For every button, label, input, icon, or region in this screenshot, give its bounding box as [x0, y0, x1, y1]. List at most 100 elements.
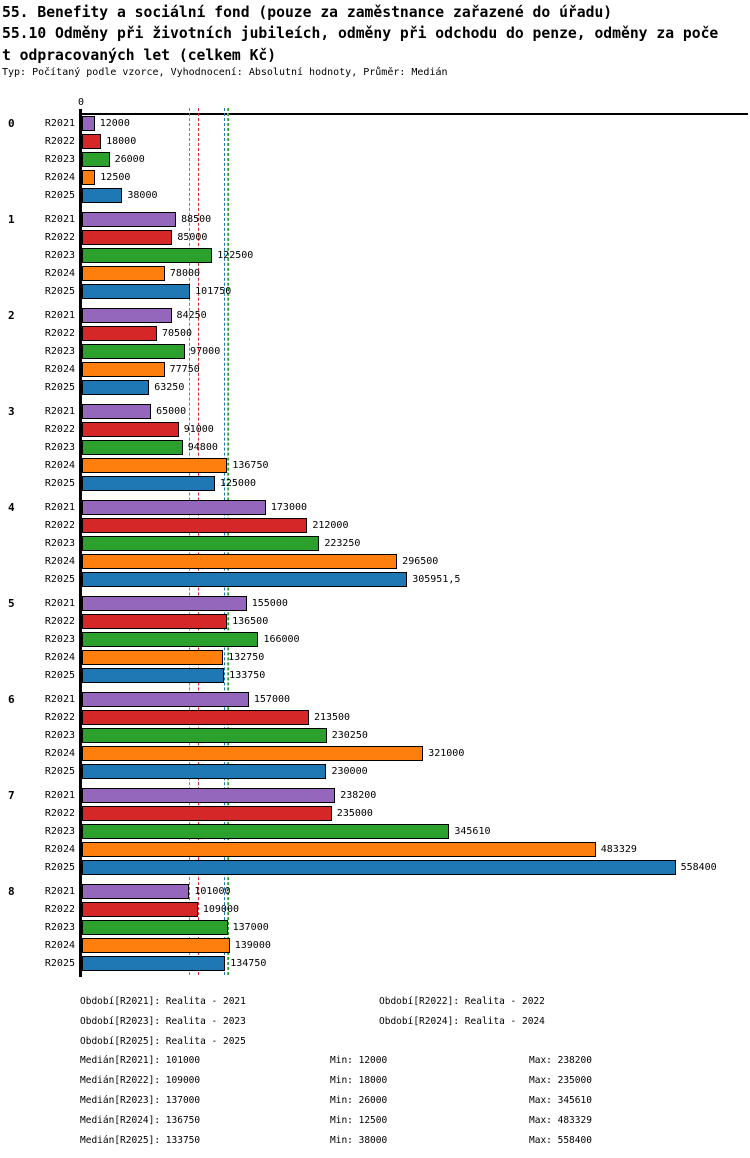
year-label: R2024	[44, 172, 75, 183]
year-label: R2024	[44, 748, 75, 759]
year-label: R2021	[44, 790, 75, 801]
year-label: R2023	[44, 154, 75, 165]
year-label: R2022	[44, 808, 75, 819]
x-axis-line	[81, 113, 748, 115]
bar-r2022	[82, 710, 309, 725]
bar-value-label: 70500	[161, 328, 193, 339]
bar-value-label: 88500	[181, 214, 212, 225]
bar-value-label: 305951,5	[412, 574, 461, 585]
bar-r2025	[82, 572, 408, 587]
bar-value-label: 173000	[270, 502, 308, 513]
year-label: R2024	[44, 652, 75, 663]
legend-min-item: Min: 38000	[330, 1135, 388, 1146]
bar-value-label: 235000	[336, 808, 373, 819]
bar-r2025	[82, 860, 676, 875]
year-label: R2021	[44, 694, 75, 705]
year-label: R2024	[44, 940, 75, 951]
bar-r2024	[82, 746, 424, 761]
bar-r2025	[82, 476, 215, 491]
bar-value-label: 321000	[428, 748, 465, 759]
bar-value-label: 12000	[99, 118, 130, 129]
bar-value-label: 139000	[234, 940, 271, 951]
legend-period-item: Období[R2022]: Realita - 2022	[379, 996, 545, 1007]
bar-r2021	[82, 404, 152, 419]
legend-max-item: Max: 238200	[529, 1055, 592, 1066]
bar-r2025	[82, 956, 226, 971]
bar-value-label: 166000	[263, 634, 300, 645]
year-label: R2023	[44, 442, 75, 453]
bar-value-label: 483329	[600, 844, 637, 855]
year-label: R2021	[44, 502, 75, 513]
legend-max-item: Max: 558400	[529, 1135, 592, 1146]
bar-r2025	[82, 188, 123, 203]
year-label: R2023	[44, 826, 75, 837]
bar-r2023	[82, 536, 320, 551]
year-label: R2021	[44, 118, 75, 129]
bar-group-label: 8	[8, 885, 15, 898]
year-label: R2021	[44, 214, 75, 225]
bar-r2021	[82, 212, 177, 227]
bar-group-label: 1	[8, 213, 15, 226]
bar-r2025	[82, 284, 191, 299]
y-axis-line	[79, 109, 82, 977]
bar-r2021	[82, 788, 336, 803]
year-label: R2022	[44, 136, 75, 147]
bar-value-label: 296500	[402, 556, 439, 567]
bar-r2022	[82, 614, 228, 629]
bar-r2021	[82, 500, 266, 515]
bar-value-label: 134750	[230, 958, 267, 969]
bar-r2021	[82, 308, 172, 323]
year-label: R2023	[44, 250, 75, 261]
bar-value-label: 101750	[195, 286, 232, 297]
chart-subtitle: Typ: Počítaný podle vzorce, Vyhodnocení:…	[2, 67, 448, 78]
year-label: R2023	[44, 922, 75, 933]
bar-value-label: 136500	[232, 616, 269, 627]
bar-r2023	[82, 920, 228, 935]
bar-r2022	[82, 422, 179, 437]
bar-value-label: 78000	[169, 268, 201, 279]
legend-median-item: Medián[R2024]: 136750	[80, 1115, 201, 1126]
year-label: R2023	[44, 634, 75, 645]
bar-value-label: 101000	[194, 886, 231, 897]
bar-r2021	[82, 692, 249, 707]
year-label: R2024	[44, 364, 75, 375]
year-label: R2022	[44, 616, 75, 627]
year-label: R2022	[44, 424, 75, 435]
bar-value-label: 84250	[176, 310, 207, 321]
page-title-line-2: 55.10 Odměny při životních jubileích, od…	[2, 25, 719, 43]
bar-r2022	[82, 230, 173, 245]
legend-min-item: Min: 18000	[330, 1075, 388, 1086]
bar-r2023	[82, 440, 183, 455]
bar-value-label: 157000	[253, 694, 291, 705]
bar-r2023	[82, 824, 450, 839]
bar-value-label: 109000	[202, 904, 239, 915]
bar-group-label: 4	[8, 501, 15, 514]
bar-r2021	[82, 884, 190, 899]
bar-r2022	[82, 326, 157, 341]
page-title-line-1: 55. Benefity a sociální fond (pouze za z…	[2, 4, 613, 21]
bar-r2023	[82, 728, 327, 743]
year-label: R2023	[44, 730, 75, 741]
year-label: R2021	[44, 886, 75, 897]
year-label: R2025	[44, 574, 75, 585]
bar-value-label: 230250	[331, 730, 368, 741]
year-label: R2024	[44, 268, 75, 279]
year-label: R2022	[44, 712, 75, 723]
year-label: R2025	[44, 670, 75, 681]
bar-value-label: 223250	[324, 538, 361, 549]
bar-value-label: 122500	[217, 250, 254, 261]
bar-r2023	[82, 152, 110, 167]
year-label: R2025	[44, 478, 75, 489]
bar-r2025	[82, 380, 150, 395]
bar-r2024	[82, 938, 230, 953]
legend-period-item: Období[R2023]: Realita - 2023	[80, 1016, 246, 1027]
x-axis-zero-tick-label: 0	[77, 97, 85, 108]
year-label: R2021	[44, 406, 75, 417]
bar-value-label: 65000	[156, 406, 187, 417]
bar-value-label: 38000	[127, 190, 158, 201]
bar-value-label: 12500	[100, 172, 131, 183]
bar-r2024	[82, 458, 228, 473]
year-label: R2022	[44, 328, 75, 339]
bar-r2021	[82, 116, 95, 131]
bar-r2024	[82, 842, 596, 857]
